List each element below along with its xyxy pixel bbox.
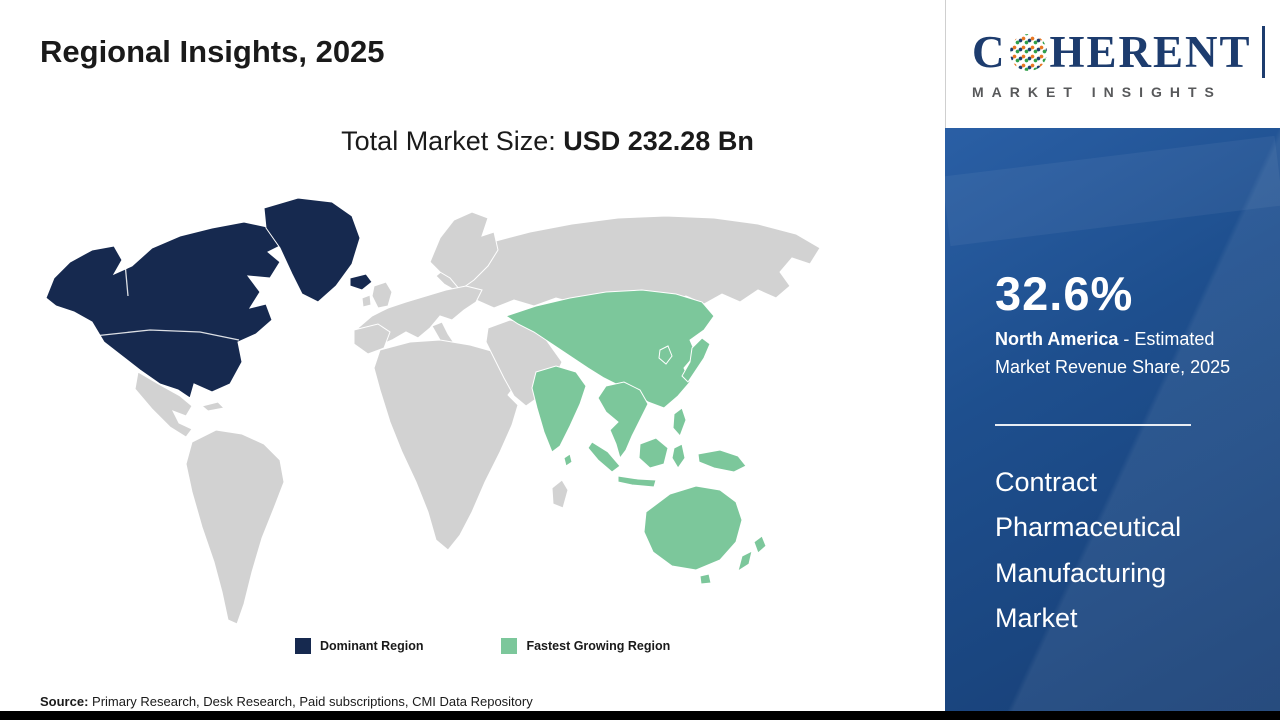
dominant-region-label: Dominant Region xyxy=(320,639,424,653)
region-new-guinea xyxy=(697,449,747,473)
brand-subtitle: MARKET INSIGHTS xyxy=(972,84,1222,100)
region-africa xyxy=(373,339,519,551)
region-indochina xyxy=(597,381,649,460)
source-text: Primary Research, Desk Research, Paid su… xyxy=(88,694,533,709)
region-china-central-asia xyxy=(504,289,715,409)
logo-area-divider xyxy=(945,0,946,128)
region-iceland xyxy=(349,273,373,291)
region-scandinavia xyxy=(429,211,499,291)
bottom-bar xyxy=(0,711,1280,720)
region-russia xyxy=(435,215,821,309)
region-tasmania xyxy=(699,573,712,585)
world-map-container xyxy=(40,190,880,640)
region-cuba xyxy=(200,401,226,412)
brand-letter-c: C xyxy=(972,26,1007,77)
border-alaska-canada xyxy=(123,251,129,297)
globe-dots-icon xyxy=(1009,33,1047,71)
region-uk xyxy=(371,281,393,309)
region-sumatra xyxy=(587,441,621,473)
revenue-share-value: 32.6% xyxy=(995,267,1134,320)
region-korea xyxy=(658,345,673,365)
region-australia xyxy=(643,485,743,571)
region-new-zealand-north xyxy=(753,535,767,554)
market-size-line: Total Market Size: USD 232.28 Bn xyxy=(0,126,945,157)
revenue-share-description: North America - Estimated Market Revenue… xyxy=(995,326,1267,382)
market-name: Contract Pharmaceutical Manufacturing Ma… xyxy=(995,467,1182,634)
sidebar-panel: 32.6% North America - Estimated Market R… xyxy=(945,128,1280,711)
source-note: Source: Primary Research, Desk Research,… xyxy=(40,694,533,709)
region-japan xyxy=(681,337,711,383)
region-sri-lanka xyxy=(563,453,573,467)
market-size-value: USD 232.28 Bn xyxy=(563,126,754,156)
logo-accent-bar xyxy=(1261,26,1265,78)
fastest-growing-region-label: Fastest Growing Region xyxy=(526,639,671,653)
region-mexico-central-america xyxy=(134,371,193,438)
dominant-region-swatch xyxy=(295,638,311,654)
region-iberia xyxy=(353,323,391,355)
region-india xyxy=(531,365,587,453)
legend-item-dominant: Dominant Region xyxy=(295,638,423,654)
region-greenland xyxy=(263,197,361,303)
revenue-share-text: - Estimated Market Revenue Share, 2025 xyxy=(995,329,1231,377)
world-map xyxy=(45,197,821,625)
legend-item-fastest-growing: Fastest Growing Region xyxy=(501,638,670,654)
brand-letters-herent: HERENT xyxy=(1049,26,1252,77)
brand-logo: C HERENT MARKET INSIGHTS xyxy=(972,26,1267,100)
page-title: Regional Insights, 2025 xyxy=(40,34,385,69)
region-north-america xyxy=(45,221,285,399)
border-us-canada xyxy=(93,329,240,341)
region-south-america xyxy=(185,429,285,625)
region-borneo xyxy=(638,437,669,469)
revenue-share-region: North America xyxy=(995,329,1119,349)
brand-logo-row: C HERENT xyxy=(972,26,1267,78)
region-philippines xyxy=(672,407,687,437)
market-size-label: Total Market Size: xyxy=(341,126,564,156)
source-label: Source: xyxy=(40,694,89,709)
region-ireland xyxy=(361,294,372,308)
region-sulawesi xyxy=(671,443,686,469)
fastest-growing-region-swatch xyxy=(501,638,518,654)
region-new-zealand-south xyxy=(737,550,753,573)
region-java xyxy=(617,475,657,488)
region-madagascar xyxy=(551,479,569,509)
map-legend: Dominant Region Fastest Growing Region xyxy=(295,638,670,654)
panel-divider xyxy=(995,424,1191,426)
